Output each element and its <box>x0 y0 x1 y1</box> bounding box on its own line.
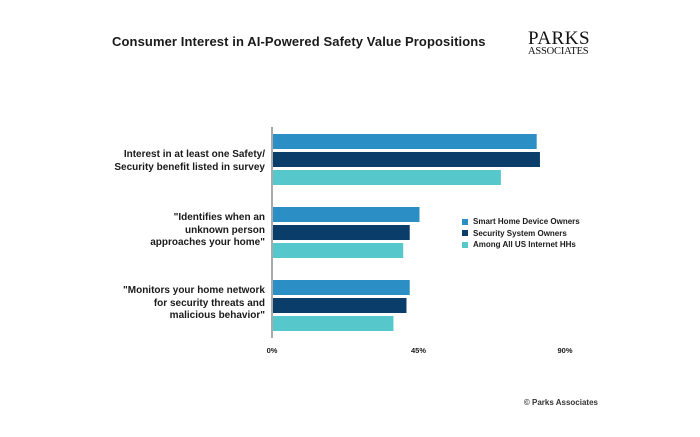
legend-item: Smart Home Device Owners <box>462 216 580 228</box>
legend-label: Smart Home Device Owners <box>473 217 580 227</box>
category-label-line: "Identifies when an <box>173 212 265 223</box>
category-label-line: approaches your home" <box>150 237 265 248</box>
logo-line-2: ASSOCIATES <box>528 46 589 57</box>
chart-legend: Smart Home Device Owners Security System … <box>462 216 580 251</box>
copyright-notice: © Parks Associates <box>523 398 598 407</box>
bar-1-1 <box>273 134 537 149</box>
category-label-line: malicious behavior" <box>169 310 265 321</box>
logo-line-1: PARKS <box>528 28 591 49</box>
category-label: "Monitors your home network for security … <box>123 285 265 323</box>
legend-item: Security System Owners <box>462 228 580 240</box>
parks-associates-logo: PARKS ASSOCIATES <box>528 29 596 58</box>
legend-item: Among All US Internet HHs <box>462 239 580 251</box>
legend-swatch <box>462 241 468 248</box>
bar-2-1 <box>273 152 540 167</box>
category-label-line: unknown person <box>185 224 265 236</box>
bar-2-2 <box>273 225 410 240</box>
category-label-line: Interest in at least one Safety/ <box>123 149 265 160</box>
category-label: Interest in at least one Safety/Security… <box>114 149 265 174</box>
bar-1-3 <box>273 280 410 295</box>
legend-swatch <box>462 218 468 225</box>
legend-label: Security System Owners <box>473 228 567 238</box>
bar-2-3 <box>273 298 407 313</box>
legend-swatch <box>462 230 468 237</box>
legend-label: Among All US Internet HHs <box>473 240 576 250</box>
x-tick-label: 0% <box>267 346 278 355</box>
bar-3-2 <box>273 243 404 258</box>
category-label-line: Security benefit listed in survey <box>114 161 265 173</box>
category-label-line: for security threats and <box>153 297 265 309</box>
x-tick-label: 45% <box>411 346 426 355</box>
category-label: "Identifies when an unknown person approac… <box>150 212 265 250</box>
x-tick-label: 90% <box>557 346 572 355</box>
chart-title: Consumer Interest in AI-Powered Safety V… <box>112 34 486 49</box>
bar-1-2 <box>273 207 420 222</box>
bar-3-3 <box>273 316 394 331</box>
category-label-line: "Monitors your home network <box>123 285 265 296</box>
bar-3-1 <box>273 170 501 185</box>
